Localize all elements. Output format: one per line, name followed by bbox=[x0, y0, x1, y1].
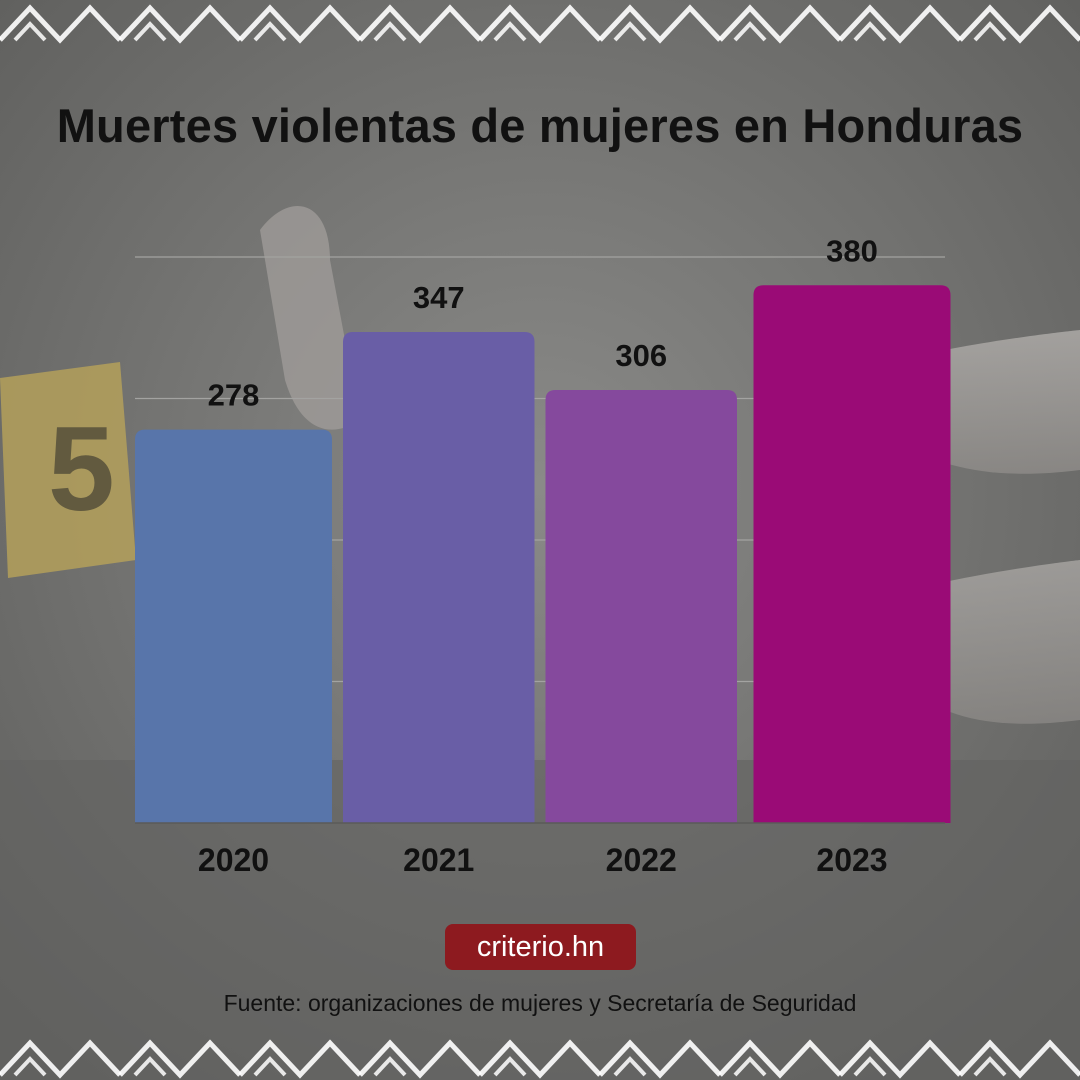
zigzag-stroke bbox=[598, 4, 722, 44]
bar-2023 bbox=[753, 285, 951, 823]
zigzag-inner-stroke bbox=[13, 21, 47, 42]
zigzag-stroke bbox=[958, 1039, 1080, 1079]
zigzag-stroke bbox=[718, 1039, 842, 1079]
bottom-zigzag-pattern bbox=[0, 1039, 1080, 1079]
value-label-2023: 380 bbox=[826, 233, 878, 268]
zigzag-inner-stroke bbox=[253, 1056, 287, 1077]
zigzag-inner-stroke bbox=[733, 1056, 767, 1077]
x-tick-label-2020: 2020 bbox=[198, 842, 269, 878]
zigzag-stroke bbox=[718, 4, 842, 44]
x-tick-label-2021: 2021 bbox=[403, 842, 474, 878]
zigzag-inner-stroke bbox=[373, 1056, 407, 1077]
zigzag-stroke bbox=[598, 1039, 722, 1079]
zigzag-inner-stroke bbox=[13, 1056, 47, 1077]
x-tick-label-2022: 2022 bbox=[606, 842, 677, 878]
zigzag-stroke bbox=[478, 4, 602, 44]
zigzag-inner-stroke bbox=[133, 1056, 167, 1077]
zigzag-inner-stroke bbox=[973, 21, 1007, 42]
zigzag-stroke bbox=[0, 1039, 122, 1079]
chart-x-tick-labels: 2020 2021 2022 2023 bbox=[198, 842, 888, 878]
chart-value-labels: 278 347 306 380 bbox=[208, 233, 878, 412]
value-label-2021: 347 bbox=[413, 280, 465, 315]
zigzag-stroke bbox=[838, 1039, 962, 1079]
zigzag-inner-stroke bbox=[733, 21, 767, 42]
svg-text:5: 5 bbox=[48, 402, 115, 536]
zigzag-inner-stroke bbox=[613, 1056, 647, 1077]
zigzag-stroke bbox=[118, 1039, 242, 1079]
zigzag-inner-stroke bbox=[613, 21, 647, 42]
x-tick-label-2023: 2023 bbox=[816, 842, 887, 878]
zigzag-inner-stroke bbox=[853, 21, 887, 42]
zigzag-stroke bbox=[0, 4, 122, 44]
chart-bars bbox=[135, 285, 951, 823]
source-note: Fuente: organizaciones de mujeres y Secr… bbox=[223, 990, 857, 1016]
value-label-2022: 306 bbox=[615, 338, 667, 373]
bar-2020 bbox=[135, 429, 332, 823]
zigzag-stroke bbox=[838, 4, 962, 44]
zigzag-inner-stroke bbox=[853, 1056, 887, 1077]
bar-2022 bbox=[545, 390, 737, 823]
zigzag-stroke bbox=[958, 4, 1080, 44]
zigzag-stroke bbox=[358, 4, 482, 44]
zigzag-inner-stroke bbox=[493, 1056, 527, 1077]
zigzag-inner-stroke bbox=[493, 21, 527, 42]
zigzag-stroke bbox=[118, 4, 242, 44]
zigzag-inner-stroke bbox=[253, 21, 287, 42]
evidence-marker: 5 bbox=[0, 362, 136, 578]
zigzag-stroke bbox=[238, 1039, 362, 1079]
zigzag-stroke bbox=[478, 1039, 602, 1079]
chart-title: Muertes violentas de mujeres en Honduras bbox=[56, 99, 1024, 152]
zigzag-stroke bbox=[238, 4, 362, 44]
top-zigzag-pattern bbox=[0, 4, 1080, 44]
value-label-2020: 278 bbox=[208, 378, 260, 413]
zigzag-inner-stroke bbox=[133, 21, 167, 42]
zigzag-inner-stroke bbox=[973, 1056, 1007, 1077]
zigzag-stroke bbox=[358, 1039, 482, 1079]
bar-2021 bbox=[343, 331, 535, 823]
zigzag-inner-stroke bbox=[373, 21, 407, 42]
brand-badge[interactable]: criterio.hn bbox=[445, 924, 636, 970]
